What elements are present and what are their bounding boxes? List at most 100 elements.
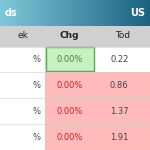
Bar <box>147 0 148 26</box>
Bar <box>138 0 139 26</box>
Bar <box>47 0 48 26</box>
Bar <box>99 0 100 26</box>
Bar <box>45 124 94 150</box>
Bar <box>22 0 24 26</box>
Bar <box>81 0 82 26</box>
Bar <box>79 0 80 26</box>
Bar <box>71 0 72 26</box>
Bar <box>108 0 109 26</box>
Bar <box>128 0 129 26</box>
Bar <box>113 0 114 26</box>
Bar <box>23 0 24 26</box>
Bar <box>35 0 36 26</box>
Bar <box>109 0 110 26</box>
Bar <box>111 0 112 26</box>
Bar <box>105 0 106 26</box>
Bar <box>32 0 33 26</box>
Bar <box>51 0 52 26</box>
Text: 0.00%: 0.00% <box>57 81 83 90</box>
Bar <box>116 0 117 26</box>
Bar <box>64 0 66 26</box>
Bar <box>2 0 3 26</box>
Bar <box>37 0 38 26</box>
Bar <box>125 0 126 26</box>
Bar <box>123 0 124 26</box>
Bar <box>92 0 93 26</box>
Bar <box>118 0 119 26</box>
Bar <box>146 0 147 26</box>
Bar <box>33 0 34 26</box>
Bar <box>115 0 116 26</box>
Bar <box>137 0 138 26</box>
Bar <box>15 0 16 26</box>
Bar <box>106 0 108 26</box>
Bar <box>53 0 54 26</box>
Bar <box>20 0 21 26</box>
Bar <box>48 0 49 26</box>
Bar <box>145 0 146 26</box>
Bar <box>62 0 63 26</box>
Bar <box>58 0 59 26</box>
Bar <box>100 0 102 26</box>
Bar <box>61 0 62 26</box>
Bar <box>38 0 39 26</box>
Bar <box>94 0 95 26</box>
Bar <box>66 0 67 26</box>
Bar <box>46 47 94 72</box>
Bar <box>120 0 121 26</box>
Bar <box>116 0 117 26</box>
Bar <box>4 0 6 26</box>
Bar <box>94 124 150 150</box>
Bar <box>39 0 40 26</box>
Bar <box>76 0 77 26</box>
Bar <box>10 0 11 26</box>
Bar <box>127 0 128 26</box>
Bar <box>134 0 135 26</box>
Bar <box>88 0 90 26</box>
Bar <box>18 0 19 26</box>
Bar <box>98 0 99 26</box>
Bar <box>3 0 4 26</box>
Bar <box>82 0 84 26</box>
Bar <box>103 0 104 26</box>
Bar <box>102 0 103 26</box>
Bar <box>50 0 51 26</box>
Bar <box>85 0 87 26</box>
Bar <box>70 0 71 26</box>
Bar <box>42 0 43 26</box>
Text: Chg: Chg <box>60 32 80 40</box>
Bar <box>9 0 10 26</box>
Bar <box>94 98 150 124</box>
Bar <box>80 0 81 26</box>
Bar <box>0 0 1 26</box>
Bar <box>46 0 48 26</box>
Bar <box>59 0 60 26</box>
Bar <box>19 0 20 26</box>
Bar <box>21 0 22 26</box>
Bar <box>93 0 94 26</box>
Bar <box>98 0 99 26</box>
Bar <box>40 0 41 26</box>
Bar <box>146 0 147 26</box>
Bar <box>122 0 123 26</box>
Bar <box>117 0 118 26</box>
Bar <box>149 0 150 26</box>
Bar <box>36 0 37 26</box>
Bar <box>87 0 88 26</box>
Bar <box>119 0 120 26</box>
Bar <box>139 0 140 26</box>
Bar <box>5 0 6 26</box>
Bar <box>1 0 2 26</box>
Bar <box>14 0 15 26</box>
Text: 0.22: 0.22 <box>110 55 128 64</box>
Bar <box>94 72 150 98</box>
Text: ds: ds <box>4 8 17 18</box>
Bar <box>49 0 50 26</box>
Bar <box>73 0 74 26</box>
Bar <box>25 0 26 26</box>
Bar <box>30 0 31 26</box>
Bar <box>65 0 66 26</box>
Bar <box>16 0 17 26</box>
Bar <box>64 0 65 26</box>
Bar <box>133 0 134 26</box>
